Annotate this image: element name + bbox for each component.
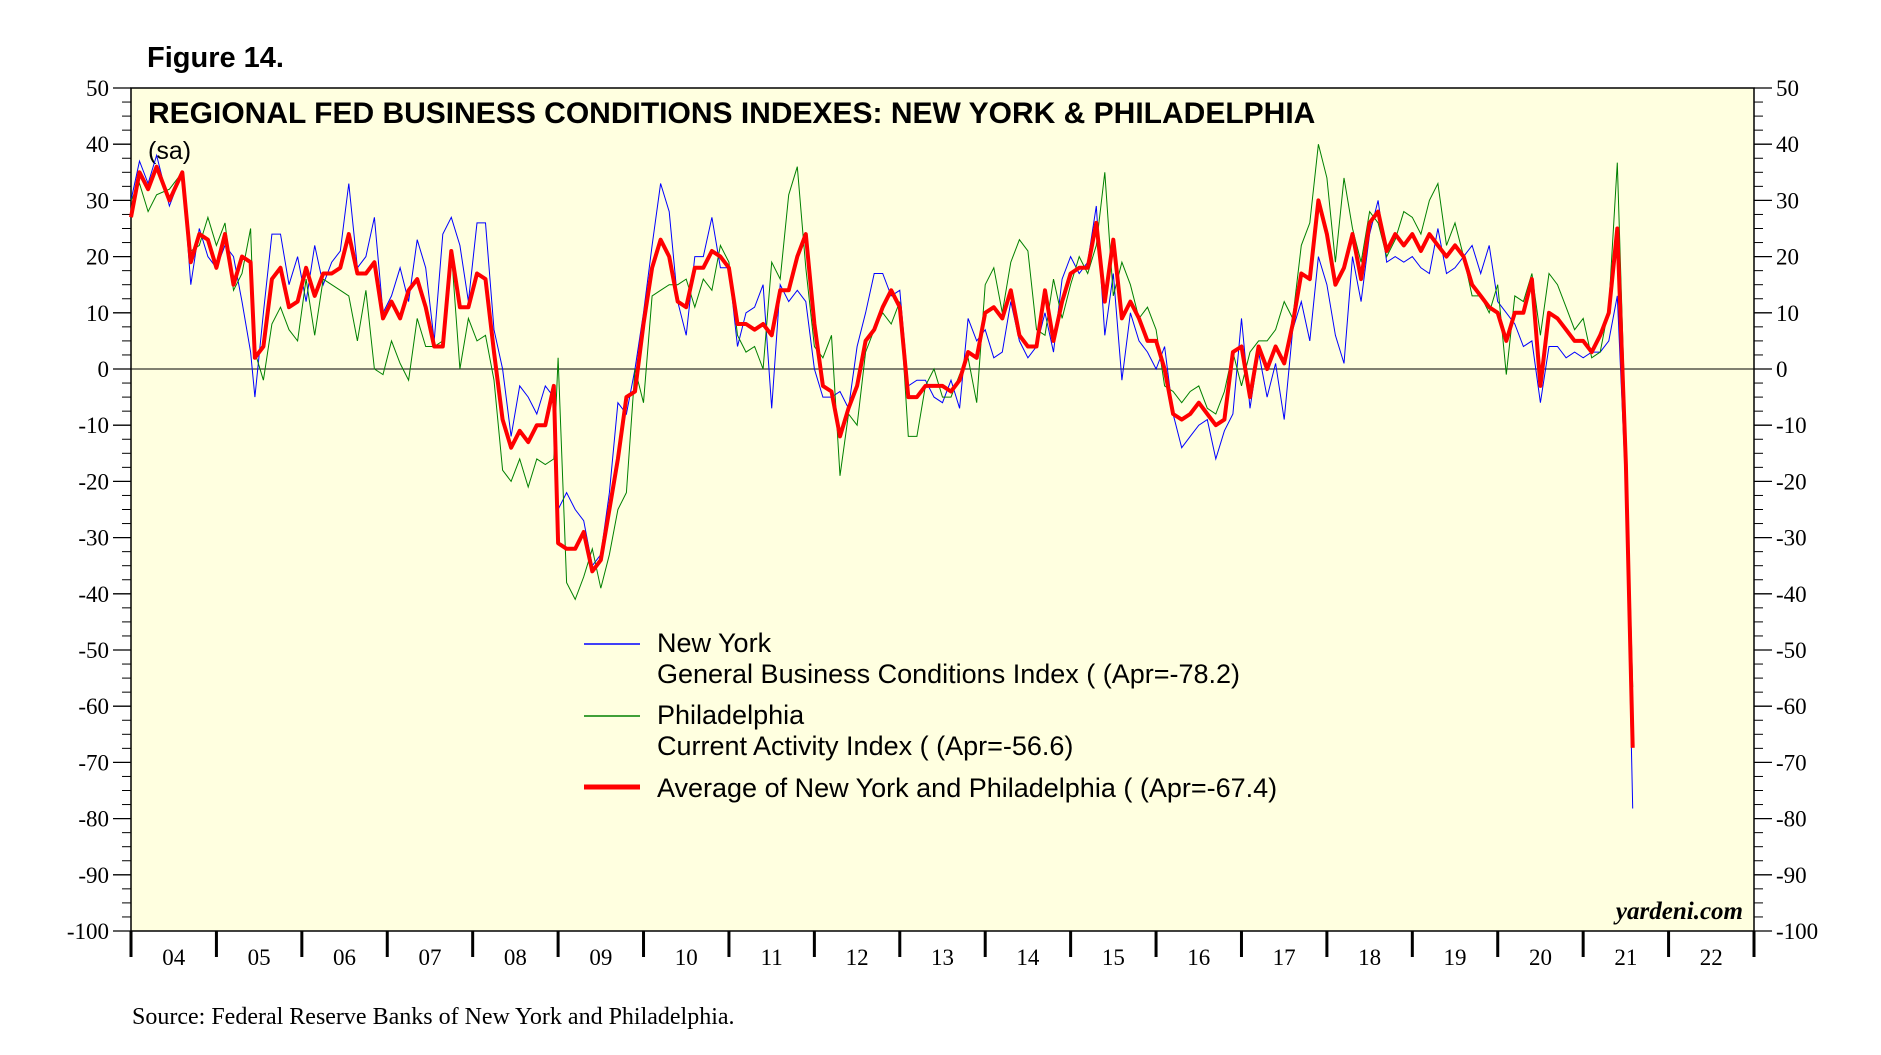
x-tick-label: 12 bbox=[846, 945, 869, 970]
watermark: yardeni.com bbox=[1613, 898, 1743, 925]
x-tick-label: 16 bbox=[1187, 945, 1210, 970]
y-tick-label-right: 20 bbox=[1776, 245, 1799, 270]
y-tick-label-right: -100 bbox=[1776, 919, 1818, 944]
y-tick-label-right: -20 bbox=[1776, 469, 1807, 494]
x-axis: 04 05 06 07 08 09 10 11 12 13 14 15 16 17 18 19 20 21 22 bbox=[129, 931, 1756, 970]
plot-area bbox=[130, 87, 1755, 932]
y-tick-label-right: -10 bbox=[1776, 413, 1807, 438]
y-axis-right: 50 40 30 20 10 0 -10 -20 -30 -40 -50 -60 -70 -80 -90 -1… bbox=[1754, 76, 1818, 944]
y-tick-label-right: 10 bbox=[1776, 301, 1799, 326]
y-tick-label-left: -20 bbox=[78, 469, 109, 494]
source-note: Source: Federal Reserve Banks of New Yor… bbox=[132, 1004, 735, 1030]
y-tick-label-left: -100 bbox=[67, 919, 109, 944]
x-tick-label: 22 bbox=[1700, 945, 1723, 970]
x-tick-label: 17 bbox=[1273, 945, 1296, 970]
legend: New York General Business Conditions Ind… bbox=[584, 628, 1277, 803]
y-tick-label-right: 50 bbox=[1776, 76, 1799, 101]
y-tick-label-left: -60 bbox=[78, 694, 109, 719]
x-tick-label: 20 bbox=[1529, 945, 1552, 970]
x-tick-label: 07 bbox=[418, 945, 441, 970]
series-line-average bbox=[129, 164, 1635, 748]
x-tick-label: 21 bbox=[1614, 945, 1637, 970]
y-tick-label-left: -80 bbox=[78, 807, 109, 832]
legend-label-philadelphia: Philadelphia bbox=[657, 700, 805, 730]
y-tick-label-right: -70 bbox=[1776, 750, 1807, 775]
x-tick-label: 15 bbox=[1102, 945, 1125, 970]
x-tick-label: 19 bbox=[1444, 945, 1467, 970]
y-axis-left: 50 40 30 20 10 0 -10 -20 -30 -40 -50 -60 -70 -80 -90 -1… bbox=[67, 76, 131, 944]
legend-label-new-york: New York bbox=[657, 628, 772, 658]
x-tick-label: 04 bbox=[162, 945, 186, 970]
y-tick-label-left: -40 bbox=[78, 582, 109, 607]
x-tick-label: 18 bbox=[1358, 945, 1381, 970]
y-tick-label-left: 20 bbox=[86, 245, 109, 270]
legend-label-average: Average of New York and Philadelphia ( (… bbox=[657, 773, 1277, 803]
y-tick-label-right: -50 bbox=[1776, 638, 1807, 663]
y-tick-label-left: 0 bbox=[98, 357, 110, 382]
legend-label-new-york-detail: General Business Conditions Index ( (Apr… bbox=[657, 659, 1240, 689]
y-tick-label-left: 50 bbox=[86, 76, 109, 101]
y-tick-label-left: -30 bbox=[78, 526, 109, 551]
y-tick-label-left: -90 bbox=[78, 863, 109, 888]
y-tick-label-right: -80 bbox=[1776, 807, 1807, 832]
y-tick-label-left: -50 bbox=[78, 638, 109, 663]
y-tick-label-right: -60 bbox=[1776, 694, 1807, 719]
x-tick-label: 08 bbox=[504, 945, 527, 970]
chart-title: REGIONAL FED BUSINESS CONDITIONS INDEXES… bbox=[148, 97, 1315, 130]
y-tick-label-left: -70 bbox=[78, 750, 109, 775]
y-tick-label-left: 40 bbox=[86, 132, 109, 157]
x-tick-label: 10 bbox=[675, 945, 698, 970]
x-tick-label: 13 bbox=[931, 945, 954, 970]
legend-label-philadelphia-detail: Current Activity Index ( (Apr=-56.6) bbox=[657, 731, 1073, 761]
x-tick-label: 09 bbox=[589, 945, 612, 970]
y-tick-label-left: 10 bbox=[86, 301, 109, 326]
x-tick-label: 14 bbox=[1016, 945, 1040, 970]
y-tick-label-left: -10 bbox=[78, 413, 109, 438]
x-tick-label: 05 bbox=[248, 945, 271, 970]
x-tick-label: 11 bbox=[761, 945, 783, 970]
x-tick-label: 06 bbox=[333, 945, 356, 970]
y-tick-label-right: 30 bbox=[1776, 188, 1799, 213]
figure-label: Figure 14. bbox=[147, 42, 284, 74]
y-tick-label-left: 30 bbox=[86, 188, 109, 213]
y-tick-label-right: 0 bbox=[1776, 357, 1788, 382]
y-tick-label-right: -40 bbox=[1776, 582, 1807, 607]
y-tick-label-right: 40 bbox=[1776, 132, 1799, 157]
y-tick-label-right: -30 bbox=[1776, 526, 1807, 551]
y-tick-label-right: -90 bbox=[1776, 863, 1807, 888]
